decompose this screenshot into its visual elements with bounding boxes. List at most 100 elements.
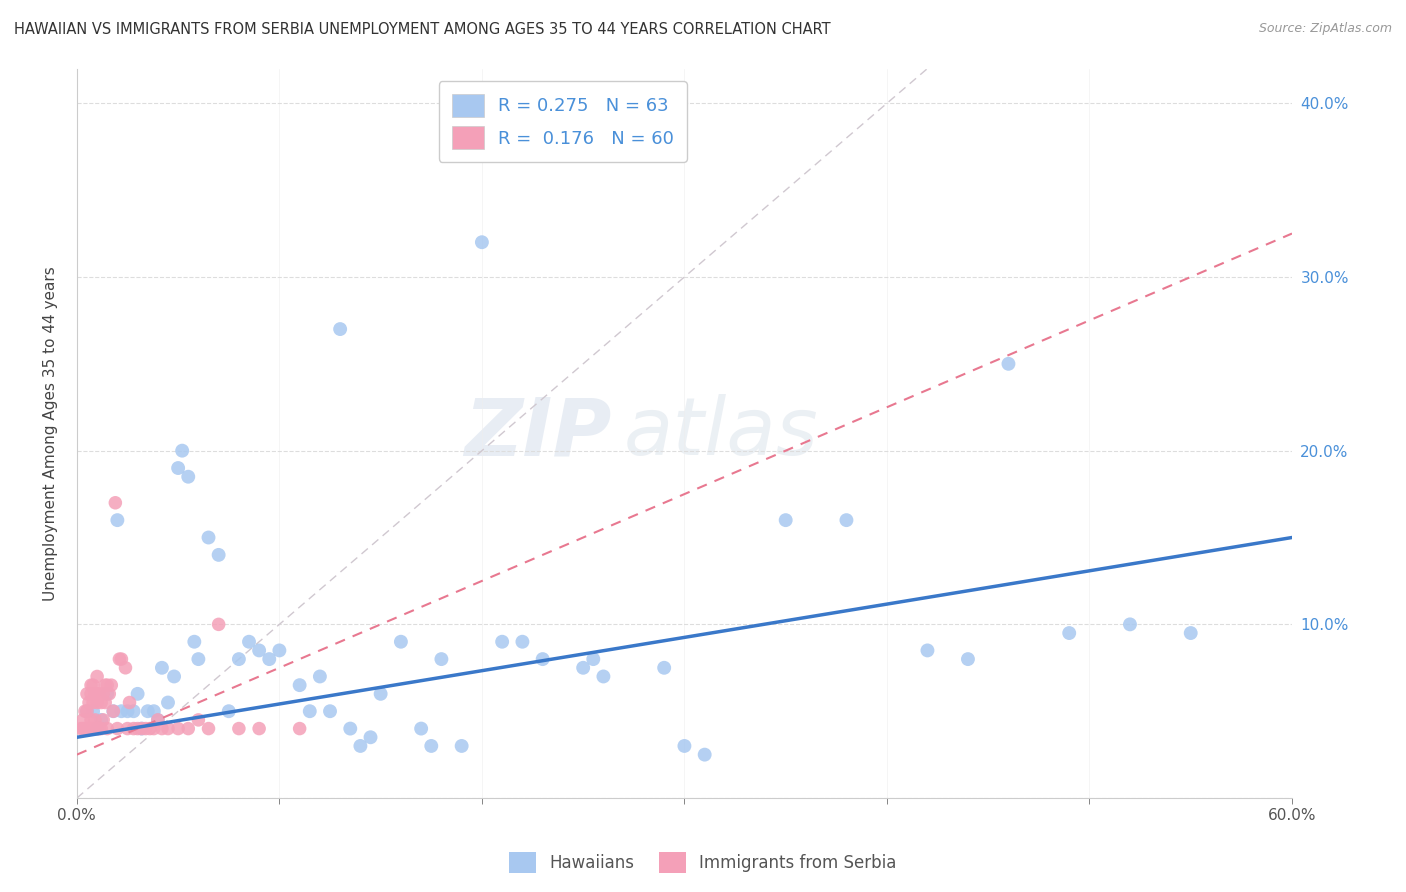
Point — [105, 722, 128, 736]
Point — [329, 322, 352, 336]
Point — [197, 531, 219, 545]
Legend: Hawaiians, Immigrants from Serbia: Hawaiians, Immigrants from Serbia — [503, 846, 903, 880]
Point — [288, 722, 311, 736]
Point — [172, 443, 194, 458]
Point — [835, 513, 858, 527]
Point — [298, 704, 321, 718]
Point — [228, 652, 250, 666]
Point — [956, 652, 979, 666]
Point — [90, 722, 112, 736]
Point — [96, 722, 118, 736]
Point — [512, 634, 534, 648]
Point — [89, 722, 111, 736]
Point — [430, 652, 453, 666]
Point — [156, 722, 179, 736]
Point — [360, 731, 382, 745]
Point — [163, 669, 186, 683]
Point — [131, 722, 153, 736]
Point — [247, 722, 270, 736]
Point — [592, 669, 614, 683]
Point — [100, 678, 122, 692]
Point — [389, 634, 412, 648]
Point — [76, 722, 98, 736]
Point — [142, 722, 165, 736]
Point — [82, 678, 104, 692]
Point — [110, 652, 132, 666]
Point — [997, 357, 1019, 371]
Point — [177, 469, 200, 483]
Point — [652, 661, 675, 675]
Point — [238, 634, 260, 648]
Point — [269, 643, 291, 657]
Point — [108, 652, 131, 666]
Point — [183, 634, 205, 648]
Point — [135, 722, 157, 736]
Point — [349, 739, 371, 753]
Point — [77, 722, 100, 736]
Point — [127, 722, 149, 736]
Point — [86, 669, 108, 683]
Text: Source: ZipAtlas.com: Source: ZipAtlas.com — [1258, 22, 1392, 36]
Point — [228, 722, 250, 736]
Point — [110, 704, 132, 718]
Point — [131, 722, 153, 736]
Point — [177, 722, 200, 736]
Point — [150, 661, 173, 675]
Point — [77, 696, 100, 710]
Point — [167, 722, 190, 736]
Point — [105, 513, 128, 527]
Point — [411, 722, 433, 736]
Point — [450, 739, 472, 753]
Point — [90, 713, 112, 727]
Point — [197, 722, 219, 736]
Point — [775, 513, 797, 527]
Point — [80, 687, 103, 701]
Point — [90, 696, 112, 710]
Point — [86, 687, 108, 701]
Point — [96, 678, 118, 692]
Point — [531, 652, 554, 666]
Point — [146, 713, 169, 727]
Point — [309, 669, 332, 683]
Point — [118, 696, 141, 710]
Point — [72, 713, 94, 727]
Point — [1057, 626, 1080, 640]
Point — [1180, 626, 1202, 640]
Point — [420, 739, 443, 753]
Point — [94, 696, 117, 710]
Point — [98, 687, 121, 701]
Point — [917, 643, 939, 657]
Point — [491, 634, 513, 648]
Point — [94, 678, 117, 692]
Point — [86, 722, 108, 736]
Point — [139, 722, 162, 736]
Point — [582, 652, 605, 666]
Point — [82, 704, 104, 718]
Point — [70, 722, 93, 736]
Text: atlas: atlas — [624, 394, 818, 472]
Point — [146, 713, 169, 727]
Point — [572, 661, 595, 675]
Point — [122, 704, 145, 718]
Point — [86, 696, 108, 710]
Point — [117, 722, 139, 736]
Point — [91, 713, 114, 727]
Point — [84, 687, 107, 701]
Point — [208, 617, 231, 632]
Point — [76, 704, 98, 718]
Legend: R = 0.275   N = 63, R =  0.176   N = 60: R = 0.275 N = 63, R = 0.176 N = 60 — [439, 81, 688, 162]
Point — [76, 687, 98, 701]
Text: HAWAIIAN VS IMMIGRANTS FROM SERBIA UNEMPLOYMENT AMONG AGES 35 TO 44 YEARS CORREL: HAWAIIAN VS IMMIGRANTS FROM SERBIA UNEMP… — [14, 22, 831, 37]
Point — [89, 687, 111, 701]
Point — [208, 548, 231, 562]
Point — [218, 704, 240, 718]
Point — [82, 696, 104, 710]
Point — [187, 713, 209, 727]
Point — [247, 643, 270, 657]
Point — [136, 704, 159, 718]
Point — [122, 722, 145, 736]
Point — [103, 704, 125, 718]
Point — [73, 704, 96, 718]
Point — [370, 687, 392, 701]
Point — [259, 652, 281, 666]
